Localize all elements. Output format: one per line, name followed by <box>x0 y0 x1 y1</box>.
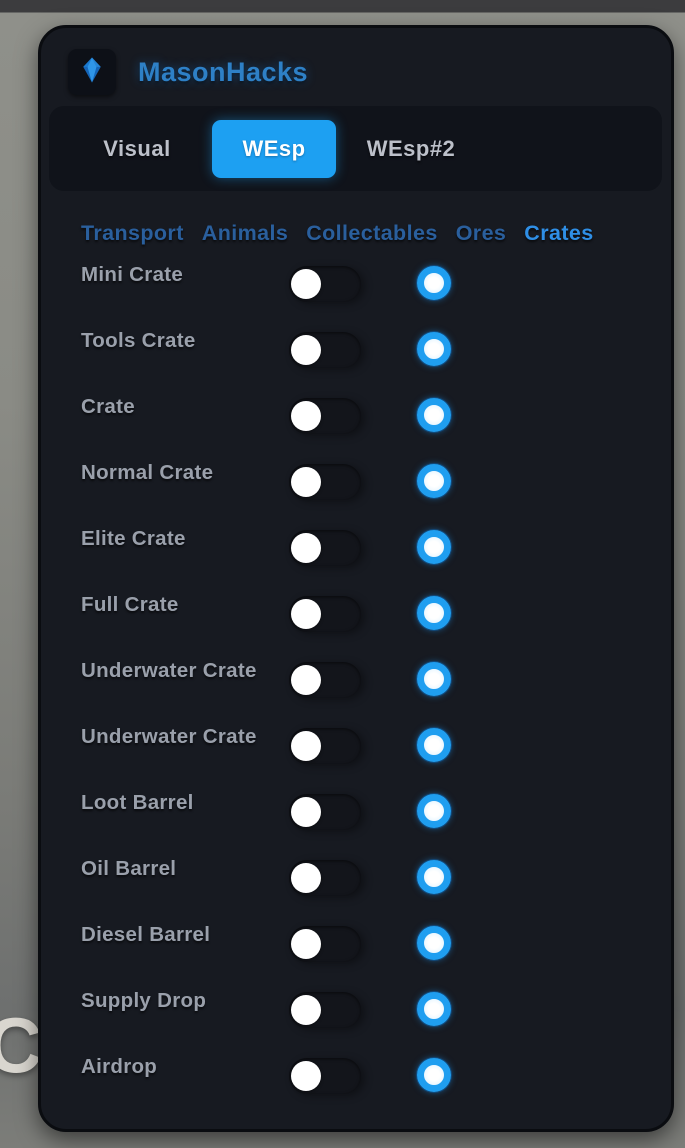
list-item: Full Crate <box>41 583 671 649</box>
tab-wesp2[interactable]: WEsp#2 <box>366 135 456 161</box>
list-item: Diesel Barrel <box>41 913 671 979</box>
color-picker[interactable] <box>417 266 451 300</box>
list-item: Mini Crate <box>41 253 671 319</box>
toggle-knob <box>291 995 321 1025</box>
item-label: Normal Crate <box>81 461 214 484</box>
color-picker[interactable] <box>417 728 451 762</box>
list-item: Crate <box>41 385 671 451</box>
list-item: Oil Barrel <box>41 847 671 913</box>
toggle-knob <box>291 863 321 893</box>
app-logo <box>68 49 116 95</box>
item-label: Diesel Barrel <box>81 923 211 946</box>
item-label: Supply Drop <box>81 989 207 1012</box>
item-toggle[interactable] <box>289 728 361 764</box>
toggle-knob <box>291 533 321 563</box>
color-picker[interactable] <box>417 464 451 498</box>
toggle-knob <box>291 599 321 629</box>
list-item: Underwater Crate <box>41 715 671 781</box>
subtab-ores[interactable]: Ores <box>455 221 507 245</box>
color-picker[interactable] <box>417 992 451 1026</box>
item-toggle[interactable] <box>289 266 361 302</box>
list-item: Elite Crate <box>41 517 671 583</box>
category-tab-bar: Transport Animals Collectables Ores Crat… <box>81 221 594 246</box>
window-header: MasonHacks <box>68 48 308 96</box>
subtab-collectables[interactable]: Collectables <box>306 221 438 245</box>
item-label: Elite Crate <box>81 527 186 550</box>
item-label: Tools Crate <box>81 329 196 352</box>
item-toggle[interactable] <box>289 992 361 1028</box>
item-label: Underwater Crate <box>81 659 257 682</box>
toggle-knob <box>291 731 321 761</box>
item-toggle[interactable] <box>289 926 361 962</box>
item-list: Mini Crate Tools Crate Crate Normal Crat… <box>41 253 671 1111</box>
list-item: Tools Crate <box>41 319 671 385</box>
color-picker[interactable] <box>417 1058 451 1092</box>
list-item: Loot Barrel <box>41 781 671 847</box>
item-toggle[interactable] <box>289 530 361 566</box>
item-toggle[interactable] <box>289 464 361 500</box>
item-toggle[interactable] <box>289 794 361 830</box>
color-picker[interactable] <box>417 332 451 366</box>
list-item: Normal Crate <box>41 451 671 517</box>
toggle-knob <box>291 797 321 827</box>
item-label: Crate <box>81 395 135 418</box>
item-toggle[interactable] <box>289 860 361 896</box>
item-label: Mini Crate <box>81 263 184 286</box>
item-toggle[interactable] <box>289 332 361 368</box>
color-picker[interactable] <box>417 596 451 630</box>
subtab-transport[interactable]: Transport <box>81 221 184 245</box>
toggle-knob <box>291 401 321 431</box>
color-picker[interactable] <box>417 662 451 696</box>
toggle-knob <box>291 929 321 959</box>
subtab-animals[interactable]: Animals <box>201 221 289 245</box>
toggle-knob <box>291 335 321 365</box>
color-picker[interactable] <box>417 926 451 960</box>
item-label: Underwater Crate <box>81 725 257 748</box>
toggle-knob <box>291 467 321 497</box>
tab-visual[interactable]: Visual <box>103 135 171 161</box>
item-toggle[interactable] <box>289 398 361 434</box>
color-picker[interactable] <box>417 530 451 564</box>
item-toggle[interactable] <box>289 662 361 698</box>
subtab-crates[interactable]: Crates <box>524 221 594 245</box>
item-label: Full Crate <box>81 593 179 616</box>
main-tab-bar: Visual WEsp WEsp#2 <box>49 106 662 191</box>
item-label: Airdrop <box>81 1055 158 1078</box>
color-picker[interactable] <box>417 794 451 828</box>
item-label: Loot Barrel <box>81 791 194 814</box>
list-item: Underwater Crate <box>41 649 671 715</box>
color-picker[interactable] <box>417 860 451 894</box>
item-label: Oil Barrel <box>81 857 177 880</box>
gem-icon <box>77 55 107 90</box>
item-toggle[interactable] <box>289 1058 361 1094</box>
list-item: Supply Drop <box>41 979 671 1045</box>
cheat-menu-window: MasonHacks Visual WEsp WEsp#2 Transport … <box>38 25 674 1132</box>
item-toggle[interactable] <box>289 596 361 632</box>
list-item: Airdrop <box>41 1045 671 1111</box>
tab-wesp[interactable]: WEsp <box>212 119 336 178</box>
toggle-knob <box>291 665 321 695</box>
toggle-knob <box>291 1061 321 1091</box>
color-picker[interactable] <box>417 398 451 432</box>
toggle-knob <box>291 269 321 299</box>
app-title: MasonHacks <box>138 56 309 87</box>
